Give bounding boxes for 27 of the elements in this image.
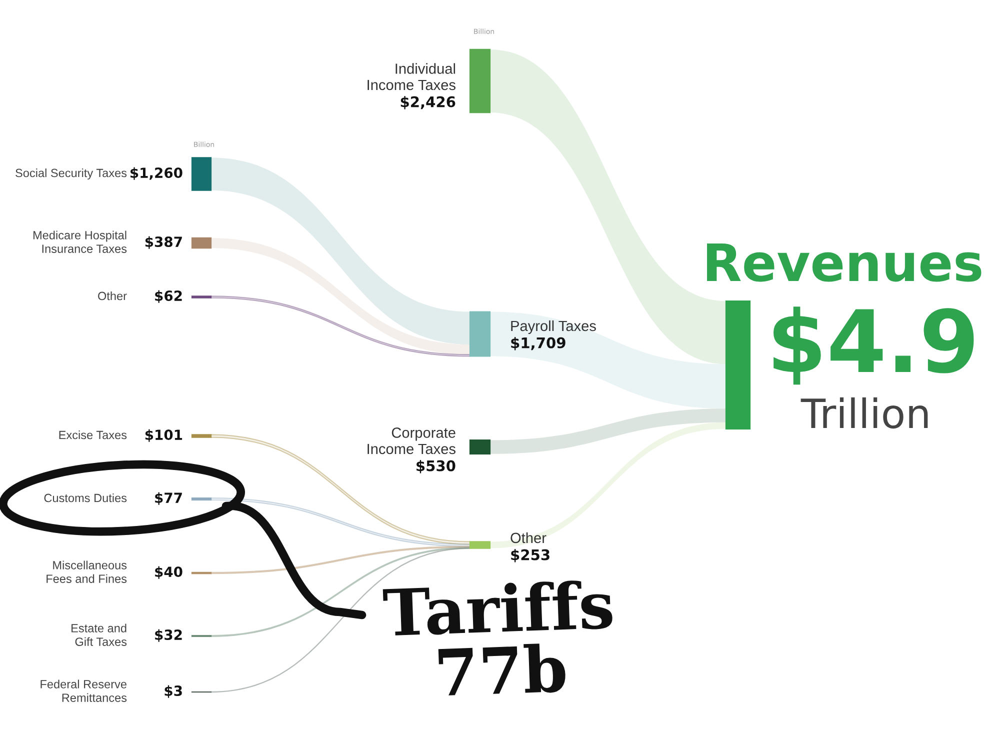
- data-label: $1,709: [511, 337, 566, 350]
- category-label: Other: [510, 532, 546, 544]
- data-label: $2,426: [400, 96, 456, 110]
- category-label: Individual Income Taxes: [368, 63, 456, 90]
- data-label: $77: [155, 492, 182, 505]
- category-label: Social Security Taxes: [16, 168, 127, 180]
- data-label: $40: [155, 566, 182, 579]
- category-label: Estate and Gift Taxes: [72, 624, 127, 646]
- category-label: Customs Duties: [44, 493, 127, 502]
- text: $4.9 Trillion: [774, 306, 974, 429]
- data-label: $530: [416, 460, 456, 474]
- category-label: Medicare Hospital Insurance Taxes: [33, 230, 127, 253]
- category-label: Other: [98, 291, 127, 300]
- category-label: Miscellaneous Fees and Fines: [46, 560, 127, 583]
- data-label: $32: [155, 629, 182, 642]
- data-label: $387: [145, 236, 182, 249]
- category-label: Corporate Income Taxes: [368, 428, 456, 454]
- category-label: Federal Reserve Remittances: [40, 680, 127, 702]
- text: Tariffs 77b: [382, 579, 613, 697]
- data-label: $101: [145, 429, 182, 442]
- data-label: $3: [164, 685, 182, 698]
- data-label: $62: [155, 290, 182, 303]
- data-label: $1,260: [130, 167, 182, 180]
- data-label: $253: [511, 549, 550, 562]
- category-label: Payroll Taxes: [511, 320, 596, 334]
- category-label: Excise Taxes: [59, 430, 127, 440]
- text: Revenues: [707, 244, 982, 282]
